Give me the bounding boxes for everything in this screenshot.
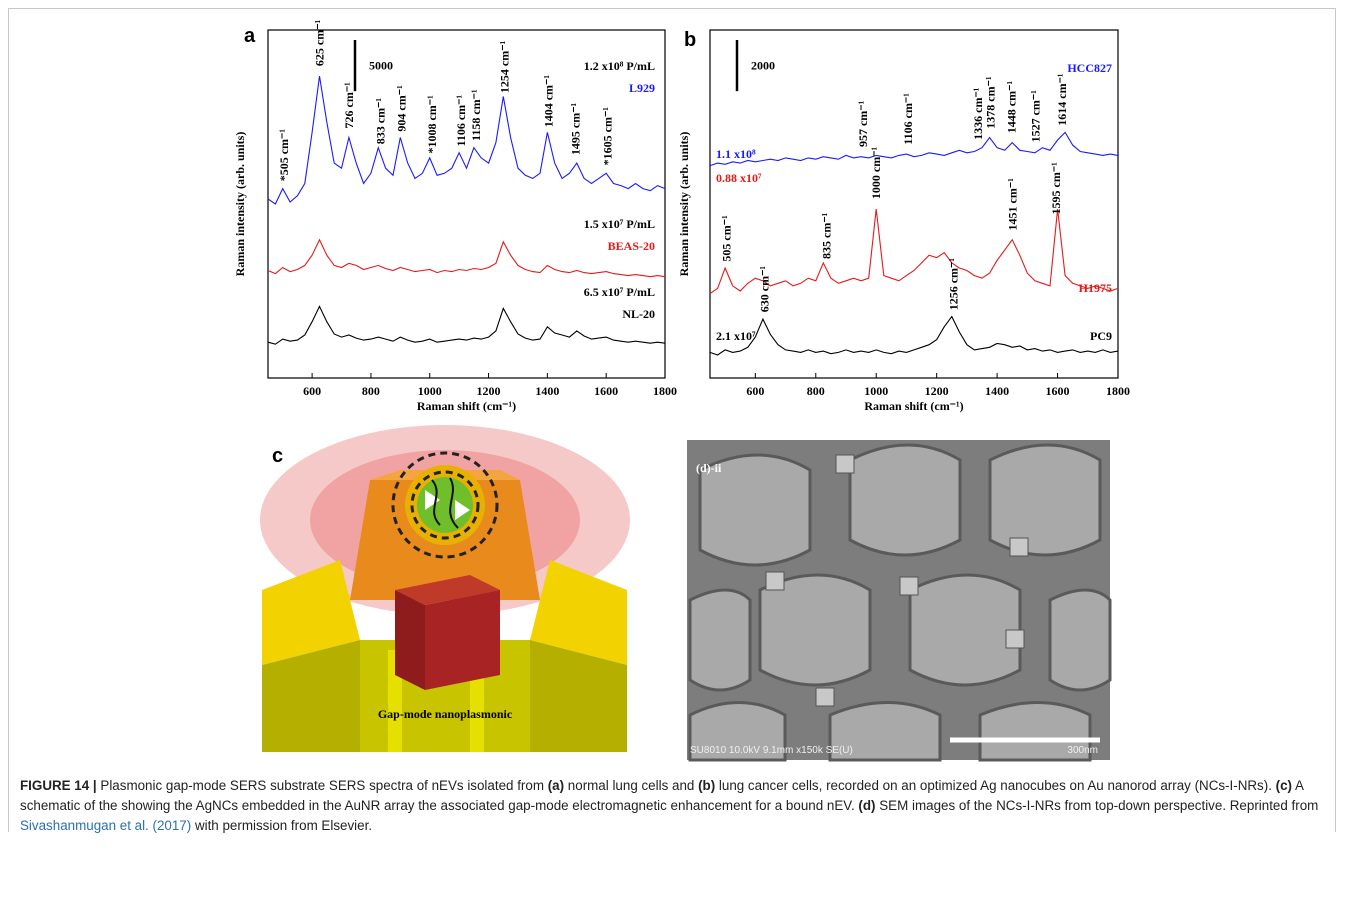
series-label: L929 [629,81,655,95]
x-tick-label: 1600 [594,384,618,398]
series-label: NL-20 [622,307,655,321]
peak-annotation: 1595 cm⁻¹ [1049,162,1063,215]
sem-scale-label: 300nm [1067,745,1098,756]
panel-label: a [244,25,256,47]
x-tick-label: 1600 [1046,384,1070,398]
x-axis-label: Raman shift (cm⁻¹) [864,399,963,413]
series-label: PC9 [1090,329,1112,343]
peak-annotation: 1451 cm⁻¹ [1006,178,1020,231]
peak-annotation: 1106 cm⁻¹ [454,95,468,147]
peak-annotation: 1256 cm⁻¹ [947,258,961,311]
x-tick-label: 800 [362,384,380,398]
caption-text: Plasmonic gap-mode SERS substrate SERS s… [97,778,548,793]
peak-annotation: 1527 cm⁻¹ [1028,90,1042,143]
scale-bar-label: 2000 [751,59,775,73]
spectrum-line [268,306,665,344]
series-label: H1975 [1079,281,1112,295]
figure-caption: FIGURE 14 | Plasmonic gap-mode SERS subs… [20,776,1320,836]
peak-annotation: 1106 cm⁻¹ [901,93,915,145]
peak-annotation: 833 cm⁻¹ [374,98,388,145]
x-tick-label: 1800 [653,384,677,398]
concentration-label: 1.5 x10⁷ P/mL [584,217,655,231]
x-tick-label: 1800 [1106,384,1130,398]
panel-label: c [272,445,283,467]
x-tick-label: 1200 [925,384,949,398]
peak-annotation: 904 cm⁻¹ [395,85,409,132]
x-axis-label: Raman shift (cm⁻¹) [417,399,516,413]
x-tick-label: 800 [807,384,825,398]
x-tick-label: 600 [746,384,764,398]
scale-bar-label: 5000 [369,59,393,73]
peak-annotation: 1158 cm⁻¹ [469,89,483,141]
figure-page: a 600 800 1000 1200 1400 1600 1800 Raman shift (… [0,0,1346,897]
concentration-label: 2.1 x10⁷ [716,329,756,343]
x-tick-label: 1400 [535,384,559,398]
caption-text: FIGURE 14 | [20,778,97,793]
y-axis-label: Raman intensity (arb. units) [677,132,691,277]
spectrum-line [710,317,1118,355]
peak-annotation: 1000 cm⁻¹ [869,146,883,199]
peak-annotation: 1254 cm⁻¹ [497,40,511,93]
caption-text: lung cancer cells, recorded on an optimi… [715,778,1275,793]
peak-annotation: 1448 cm⁻¹ [1005,81,1019,134]
peak-annotation: 625 cm⁻¹ [312,19,326,66]
caption-text: (c) [1276,778,1292,793]
x-tick-label: 1400 [985,384,1009,398]
series-label: HCC827 [1067,61,1112,75]
spectrum-line [268,240,665,277]
caption-text: (a) [548,778,564,793]
plot-frame [268,30,665,378]
concentration-label: 0.88 x10⁷ [716,171,762,185]
panel-d-sem-image [687,440,1110,760]
peak-annotation: *505 cm⁻¹ [277,129,291,182]
peak-annotation: 835 cm⁻¹ [819,212,833,259]
peak-annotation: 957 cm⁻¹ [856,100,870,147]
concentration-label: 1.2 x10⁸ P/mL [584,59,655,73]
x-tick-label: 1000 [418,384,442,398]
figure: a 600 800 1000 1200 1400 1600 1800 Raman shift (… [0,0,1346,770]
caption-text: normal lung cells and [564,778,698,793]
schematic-label: Gap-mode nanoplasmonic [378,707,513,721]
peak-annotation: 1378 cm⁻¹ [983,76,997,129]
peak-annotation: *1008 cm⁻¹ [425,95,439,154]
series-label: BEAS-20 [608,239,655,253]
y-axis-label: Raman intensity (arb. units) [233,132,247,277]
peak-annotation: 630 cm⁻¹ [757,266,771,313]
caption-text: (b) [698,778,715,793]
peak-annotation: 505 cm⁻¹ [720,215,734,262]
sem-info: SU8010 10.0kV 9.1mm x150k SE(U) [690,745,853,756]
peak-annotation: 726 cm⁻¹ [342,82,356,129]
peak-annotation: 1495 cm⁻¹ [568,102,582,155]
panel-label: (d)-ii [696,461,722,475]
concentration-label: 1.1 x10⁸ [716,147,756,161]
caption-text: SEM images of the NCs-I-NRs from top-dow… [876,798,1319,813]
peak-annotation: 1404 cm⁻¹ [542,75,556,128]
x-tick-label: 600 [303,384,321,398]
peak-annotation: 1614 cm⁻¹ [1055,73,1069,126]
x-tick-label: 1200 [477,384,501,398]
concentration-label: 6.5 x10⁷ P/mL [584,285,655,299]
panel-c-schematic [260,425,630,752]
citation-link[interactable]: Sivashanmugan et al. (2017) [20,818,191,833]
caption-text: (d) [858,798,875,813]
x-tick-label: 1000 [864,384,888,398]
caption-text: with permission from Elsevier. [191,818,372,833]
panel-label: b [684,29,696,51]
peak-annotation: *1605 cm⁻¹ [601,107,615,166]
